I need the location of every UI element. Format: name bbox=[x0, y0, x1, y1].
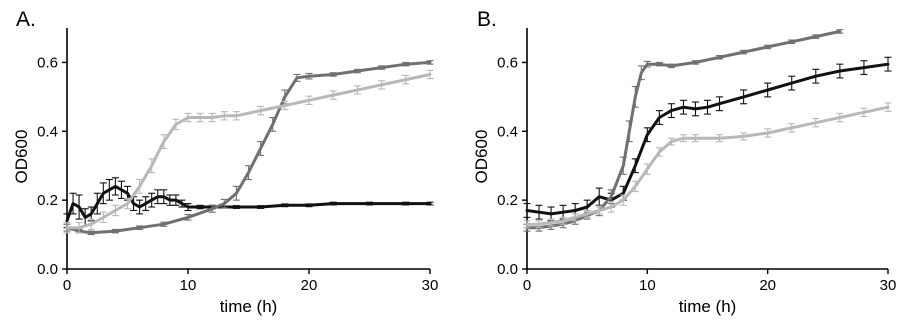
y-tick-label: 0.2 bbox=[37, 192, 58, 209]
series-line bbox=[525, 62, 890, 216]
panel-a: A. 0.0 0.2 0.4 0.6 0 10 20 30 time (h) OD600 bbox=[12, 8, 438, 316]
x-tick-label: 30 bbox=[422, 277, 439, 294]
x-tick-label: 30 bbox=[880, 277, 897, 294]
series-3 bbox=[523, 102, 892, 229]
x-axis-label: time (h) bbox=[220, 297, 278, 316]
y-tick-label: 0.0 bbox=[37, 261, 58, 278]
x-axis-label: time (h) bbox=[679, 297, 737, 316]
y-axis-label: OD600 bbox=[12, 130, 31, 184]
series-2 bbox=[63, 60, 434, 236]
series-line bbox=[525, 105, 890, 226]
x-tick-label: 10 bbox=[639, 277, 656, 294]
series-1 bbox=[63, 177, 434, 229]
series-line bbox=[525, 29, 842, 230]
series-line bbox=[65, 73, 432, 230]
series-line bbox=[65, 60, 432, 235]
y-tick-label: 0.6 bbox=[37, 54, 58, 71]
series-2 bbox=[523, 29, 844, 232]
y-tick-label: 0.2 bbox=[497, 192, 518, 209]
panel-b: B. 0.0 0.2 0.4 0.6 0 10 20 30 time (h) OD600 bbox=[472, 8, 896, 316]
y-tick-label: 0.6 bbox=[497, 54, 518, 71]
x-tick-label: 10 bbox=[180, 277, 197, 294]
x-tick-label: 0 bbox=[523, 277, 531, 294]
x-tick-label: 20 bbox=[759, 277, 776, 294]
x-tick-label: 20 bbox=[301, 277, 318, 294]
y-tick-label: 0.0 bbox=[497, 261, 518, 278]
x-tick-label: 0 bbox=[63, 277, 71, 294]
y-axis-label: OD600 bbox=[472, 130, 491, 184]
error-bars bbox=[523, 29, 844, 232]
y-tick-label: 0.4 bbox=[497, 123, 518, 140]
y-tick-label: 0.4 bbox=[37, 123, 58, 140]
panel-letter: A. bbox=[16, 8, 36, 31]
panel-letter: B. bbox=[477, 8, 497, 31]
series-1 bbox=[523, 56, 892, 222]
series-line bbox=[65, 184, 432, 223]
series-3 bbox=[63, 69, 434, 234]
